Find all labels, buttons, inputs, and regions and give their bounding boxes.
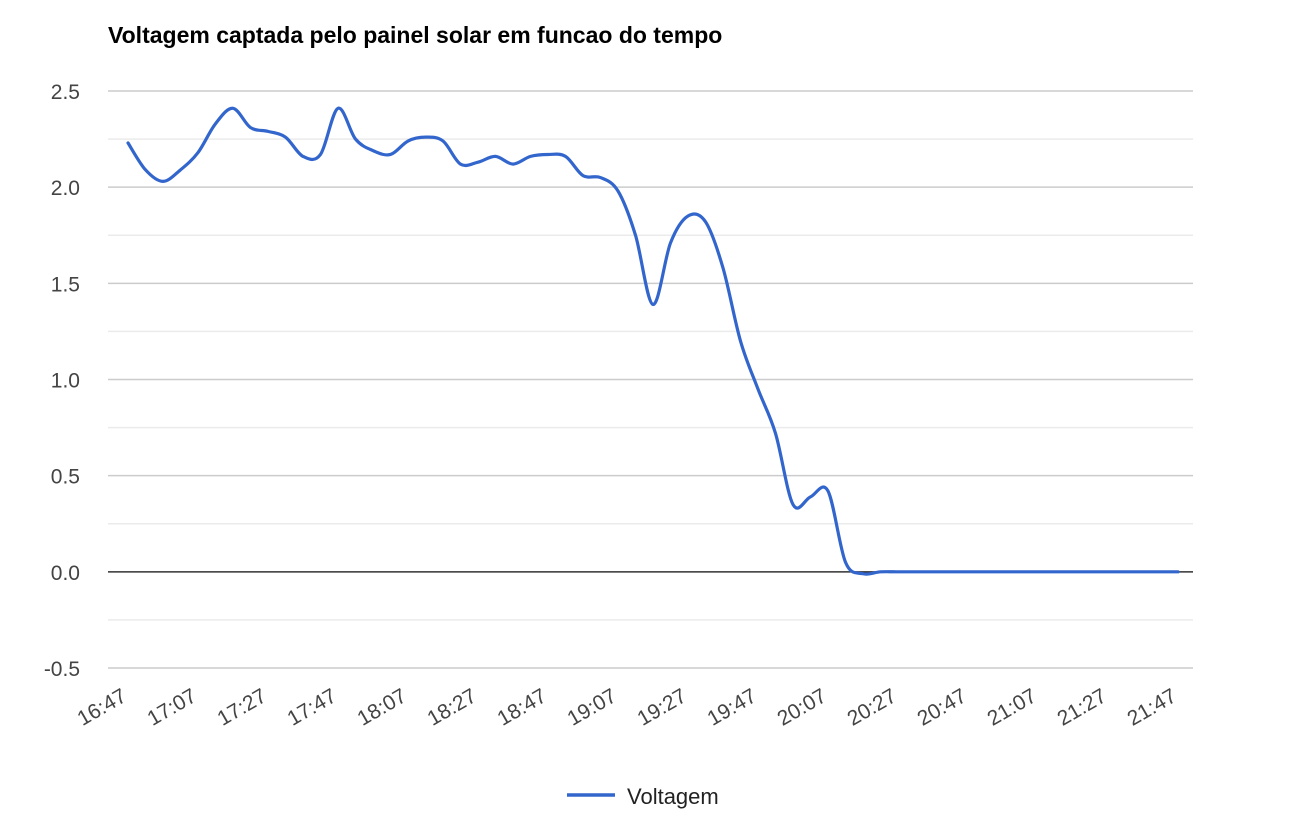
x-tick-label: 18:47 (493, 684, 550, 730)
x-tick-label: 16:47 (73, 684, 130, 730)
x-tick-label: 20:47 (913, 684, 970, 730)
y-tick-label: 2.0 (51, 177, 80, 200)
x-tick-label: 20:27 (843, 684, 900, 730)
chart-title: Voltagem captada pelo painel solar em fu… (108, 22, 723, 48)
x-tick-label: 18:27 (423, 684, 480, 730)
y-tick-label: 0.5 (51, 466, 80, 489)
grid-lines (108, 90, 1193, 669)
y-tick-label: -0.5 (44, 658, 80, 681)
series-line-voltagem (126, 106, 1180, 576)
y-tick-label: 0.0 (51, 562, 80, 585)
x-tick-label: 21:27 (1053, 684, 1110, 730)
x-tick-label: 18:07 (353, 684, 410, 730)
x-tick-label: 21:47 (1123, 684, 1180, 730)
y-tick-label: 1.5 (51, 273, 80, 296)
x-axis-ticks: 16:47 17:07 17:27 17:47 18:07 18:27 18:47 19:07… (73, 684, 1180, 730)
x-tick-label: 17:27 (213, 684, 270, 730)
x-tick-label: 20:07 (773, 684, 830, 730)
y-axis-ticks: -0.5 0.0 0.5 1.0 1.5 2.0 2.5 (44, 81, 80, 681)
legend: Voltagem (567, 784, 719, 809)
legend-label: Voltagem (627, 784, 719, 809)
y-tick-label: 2.5 (51, 81, 80, 104)
x-tick-label: 19:07 (563, 684, 620, 730)
x-tick-label: 19:27 (633, 684, 690, 730)
x-tick-label: 17:07 (143, 684, 200, 730)
y-tick-label: 1.0 (51, 370, 80, 393)
x-tick-label: 21:07 (983, 684, 1040, 730)
x-tick-label: 19:47 (703, 684, 760, 730)
series-lines (126, 106, 1180, 576)
x-tick-label: 17:47 (283, 684, 340, 730)
